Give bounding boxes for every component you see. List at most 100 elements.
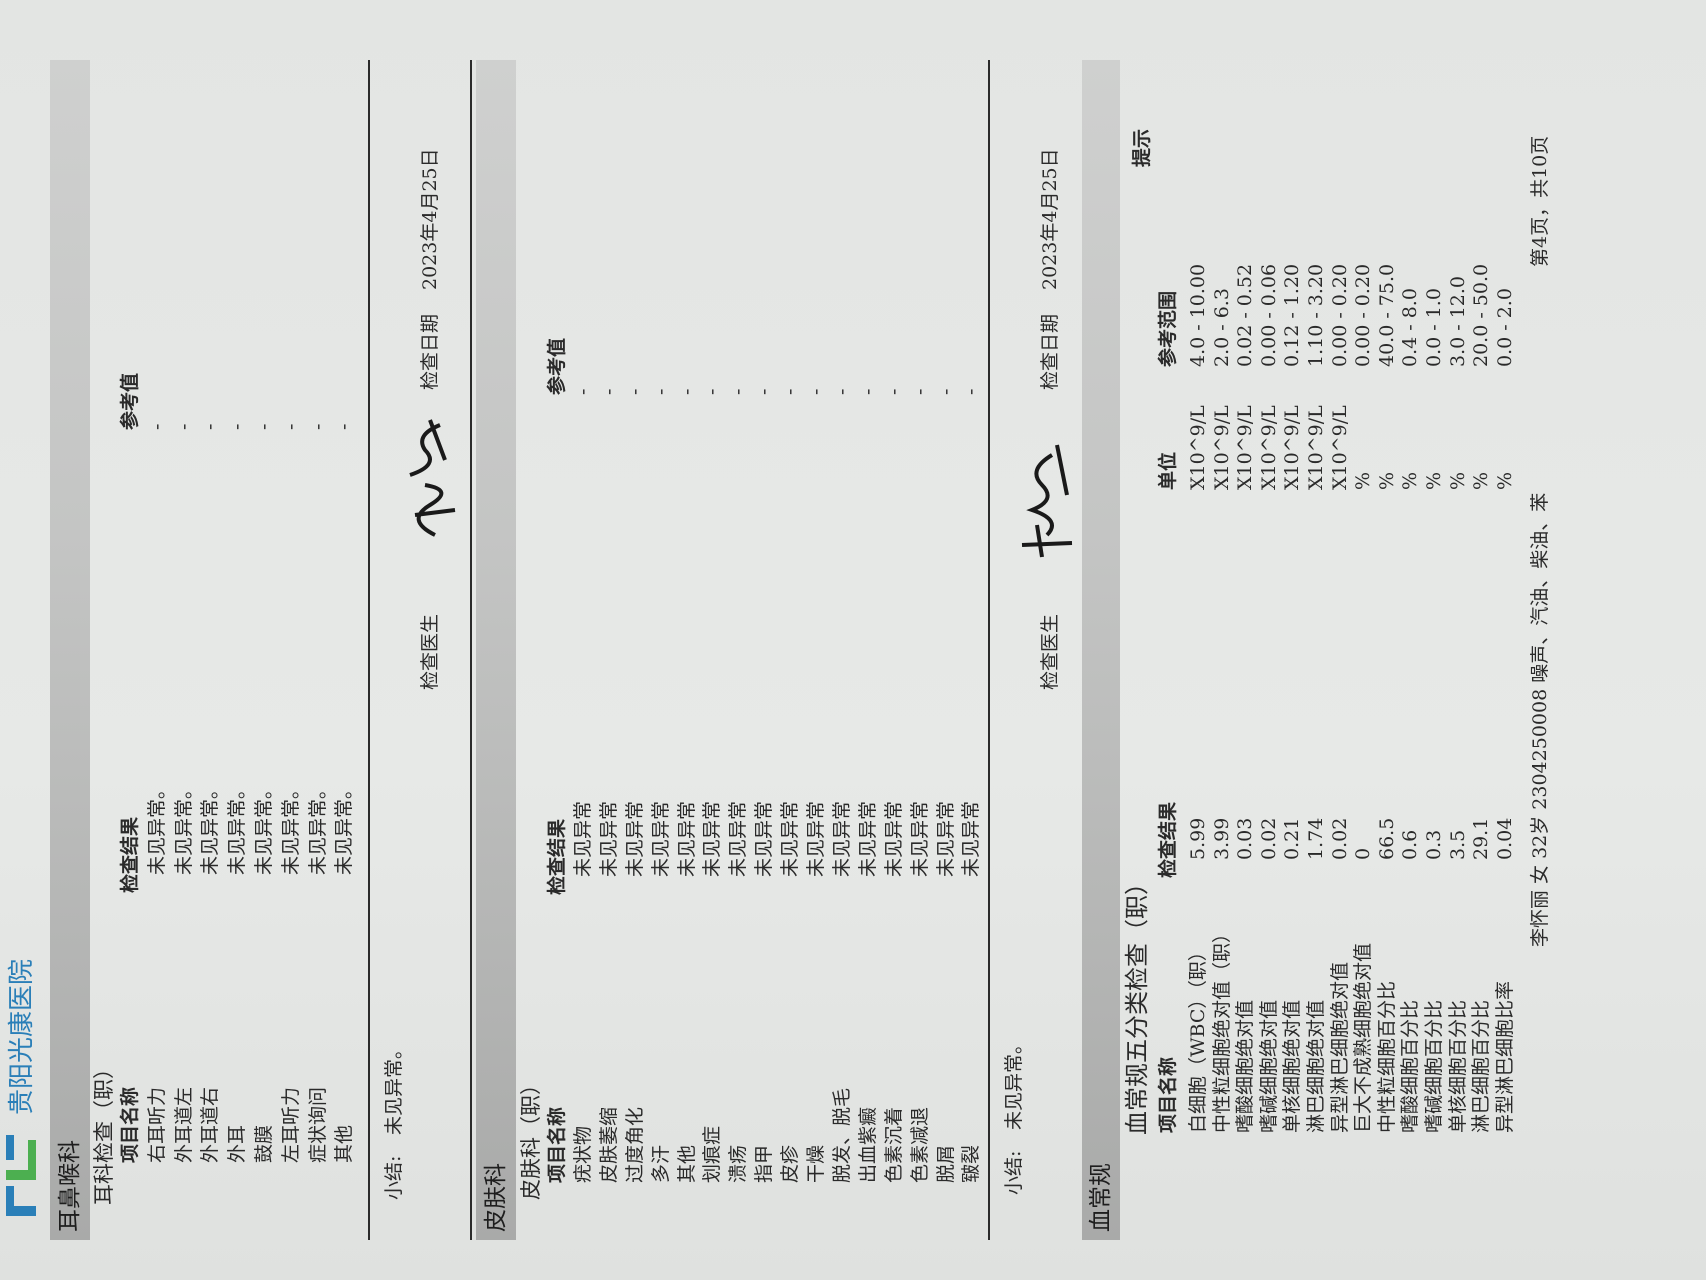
table-cell-reference: -: [649, 388, 672, 395]
hospital-logo-icon: [2, 1125, 46, 1220]
table-cell-reference: -: [306, 423, 329, 430]
table-cell-item: 干燥: [805, 1144, 827, 1183]
table-cell-range: 4.0 - 10.00: [1187, 263, 1209, 367]
table-cell-reference: -: [145, 423, 168, 430]
table-cell-result: 未见异常: [934, 800, 957, 877]
table-cell-result: 未见异常。: [199, 779, 222, 875]
table-cell-item: 左耳听力: [279, 1086, 302, 1163]
page-number: 第4页，共10页: [1529, 135, 1551, 267]
table-cell-item: 疣状物: [571, 1125, 594, 1183]
table-cell-range: 0.00 - 0.06: [1257, 263, 1280, 367]
table-cell-reference: -: [934, 388, 957, 395]
divider: [368, 60, 370, 1240]
column-header-reference: 参考值: [119, 372, 141, 430]
table-cell-item: 嗜碱细胞绝对值: [1257, 999, 1280, 1133]
table-cell-result: 0.04: [1493, 817, 1516, 860]
table-cell-result: 未见异常: [597, 800, 620, 877]
table-cell-reference: -: [333, 423, 356, 430]
table-cell-item: 白细胞（WBC）（职）: [1187, 942, 1209, 1133]
table-cell-unit: %: [1399, 471, 1422, 490]
derm-date-label: 检查日期: [1039, 313, 1061, 390]
table-cell-item: 出血紫癜: [856, 1106, 879, 1183]
table-cell-result: 0.21: [1281, 817, 1304, 860]
table-cell-item: 中性粒细胞百分比: [1375, 980, 1398, 1133]
table-cell-result: 66.5: [1375, 817, 1398, 860]
table-cell-reference: -: [753, 388, 776, 395]
table-cell-unit: X10^9/L: [1234, 405, 1257, 490]
table-cell-item: 嗜酸细胞百分比: [1399, 999, 1422, 1133]
table-cell-reference: -: [623, 388, 646, 395]
table-cell-item: 色素减退: [908, 1106, 931, 1183]
table-cell-unit: %: [1423, 471, 1445, 490]
column-header-item: 项目名称: [119, 1086, 141, 1163]
table-cell-item: 嗜酸细胞绝对值: [1234, 999, 1257, 1133]
table-cell-item: 皮肤萎缩: [597, 1106, 620, 1183]
derm-summary: 未见异常。: [1003, 1034, 1025, 1130]
table-cell-item: 皮疹: [779, 1144, 802, 1183]
ent-subtitle: 耳科检查（职）: [92, 1058, 116, 1205]
table-cell-item: 淋巴细胞绝对值: [1305, 999, 1327, 1133]
table-cell-reference: -: [701, 388, 724, 395]
table-cell-item: 其他: [675, 1144, 698, 1183]
table-cell-item: 外耳: [226, 1124, 249, 1163]
table-cell-result: 未见异常: [856, 800, 879, 877]
table-cell-item: 单核细胞百分比: [1446, 999, 1469, 1133]
ent-doctor-label: 检查医生: [419, 613, 441, 690]
derm-date: 2023年4月25日: [1039, 148, 1061, 290]
divider: [470, 60, 472, 1240]
column-header-item: 项目名称: [546, 1106, 568, 1183]
table-cell-unit: X10^9/L: [1281, 405, 1304, 490]
table-cell-item: 脱发、脱毛: [830, 1087, 853, 1183]
table-cell-range: 0.4 - 8.0: [1399, 288, 1422, 367]
table-cell-item: 鼓膜: [253, 1124, 275, 1163]
ent-summary: 未见异常。: [383, 1039, 405, 1135]
table-cell-reference: -: [882, 388, 905, 395]
table-cell-reference: -: [805, 388, 827, 395]
blood-subtitle: 血常规五分类检查（职）: [1123, 871, 1151, 1135]
table-cell-range: 20.0 - 50.0: [1470, 263, 1493, 367]
table-cell-item: 指甲: [753, 1144, 776, 1183]
table-cell-range: 0.00 - 0.20: [1352, 263, 1375, 367]
table-cell-result: 0.02: [1328, 817, 1351, 860]
table-cell-result: 未见异常。: [253, 779, 275, 875]
table-cell-unit: X10^9/L: [1257, 405, 1280, 490]
table-cell-item: 右耳听力: [145, 1086, 168, 1163]
table-cell-item: 淋巴细胞百分比: [1470, 999, 1493, 1133]
table-cell-reference: -: [571, 388, 594, 395]
table-cell-item: 异型淋巴细胞绝对值: [1328, 961, 1351, 1133]
column-header-result: 检查结果: [119, 816, 141, 893]
derm-summary-label: 小结:: [1003, 1150, 1025, 1195]
ent-date-label: 检查日期: [419, 313, 441, 390]
table-cell-result: 0.3: [1423, 829, 1445, 860]
table-cell-item: 巨大不成熟细胞绝对值: [1352, 942, 1375, 1133]
table-cell-item: 过度角化: [623, 1106, 646, 1183]
table-cell-range: 0.02 - 0.52: [1234, 263, 1257, 367]
table-cell-range: 3.0 - 12.0: [1446, 275, 1469, 367]
ent-date: 2023年4月25日: [419, 148, 441, 290]
table-cell-item: 中性粒细胞绝对值（职）: [1210, 923, 1233, 1133]
table-cell-result: 未见异常: [571, 800, 594, 877]
ent-doctor-signature: [395, 405, 469, 545]
column-header-item: 项目名称: [1157, 1056, 1179, 1133]
table-cell-result: 1.74: [1305, 817, 1327, 860]
table-cell-result: 未见异常: [675, 800, 698, 877]
column-header-result: 检查结果: [546, 818, 568, 895]
table-cell-result: 未见异常: [649, 800, 672, 877]
table-cell-item: 溃疡: [727, 1144, 750, 1183]
table-cell-range: 1.10 - 3.20: [1305, 263, 1327, 367]
hospital-name: 贵阳光康医院: [7, 958, 37, 1115]
table-cell-result: 未见异常。: [306, 779, 329, 875]
table-cell-reference: -: [830, 388, 853, 395]
column-header-range: 参考范围: [1157, 290, 1179, 367]
table-cell-unit: %: [1493, 471, 1516, 490]
table-cell-item: 划痕症: [701, 1125, 724, 1183]
column-header-hint: 提示: [1131, 128, 1153, 167]
table-cell-reference: -: [856, 388, 879, 395]
table-cell-result: 3.99: [1210, 817, 1233, 860]
table-cell-result: 未见异常。: [226, 779, 249, 875]
column-header-unit: 单位: [1157, 451, 1179, 490]
table-cell-item: 多汗: [649, 1144, 672, 1183]
table-cell-result: 0.03: [1234, 817, 1257, 860]
table-cell-item: 异型淋巴细胞比率: [1493, 980, 1516, 1133]
table-cell-item: 皲裂: [960, 1144, 983, 1183]
